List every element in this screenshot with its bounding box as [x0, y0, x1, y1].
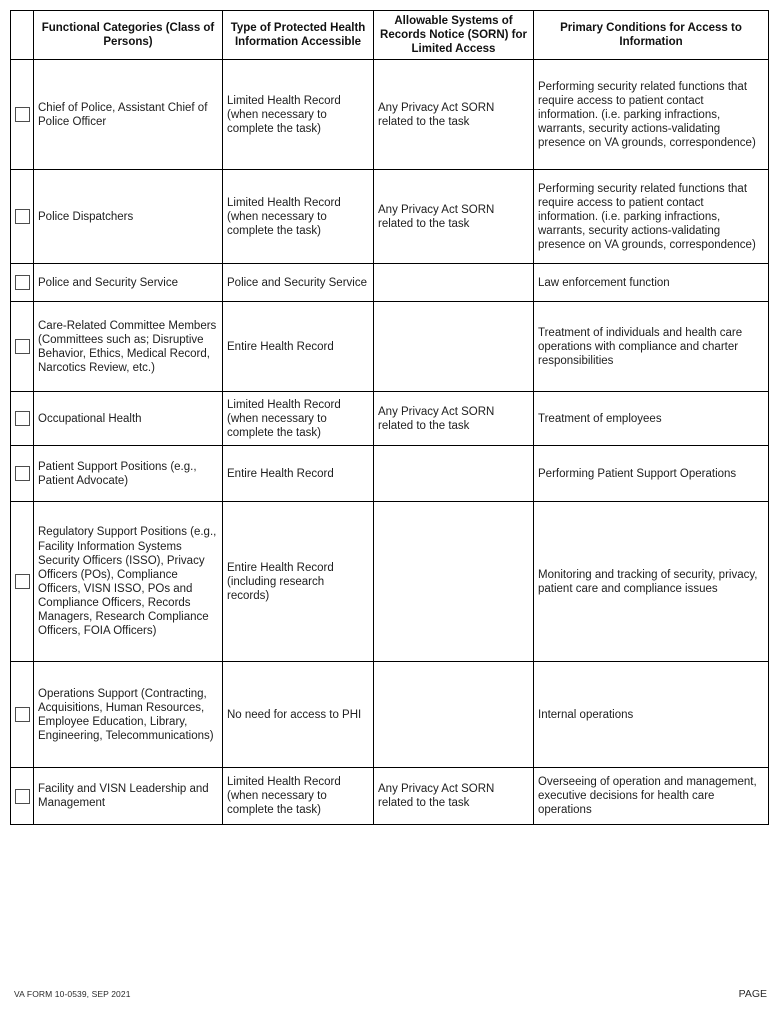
- row-checkbox[interactable]: [15, 788, 30, 804]
- phi-type-cell: Limited Health Record (when necessary to…: [222, 391, 374, 447]
- category-cell: Care-Related Committee Members (Committe…: [33, 301, 223, 393]
- row-checkbox[interactable]: [15, 411, 30, 427]
- row-checkbox[interactable]: [15, 275, 30, 291]
- table-row: Chief of Police, Assistant Chief of Poli…: [10, 59, 769, 171]
- phi-type-cell: No need for access to PHI: [222, 661, 374, 769]
- conditions-cell: Overseeing of operation and management, …: [533, 767, 769, 826]
- table-row: Care-Related Committee Members (Committe…: [10, 301, 769, 393]
- table-row: Operations Support (Contracting, Acquisi…: [10, 661, 769, 769]
- sorn-cell: Any Privacy Act SORN related to the task: [373, 767, 534, 826]
- sorn-cell: [373, 301, 534, 393]
- phi-type-cell: Police and Security Service: [222, 263, 374, 303]
- table-row: Occupational Health Limited Health Recor…: [10, 391, 769, 447]
- row-checkbox[interactable]: [15, 339, 30, 355]
- table-row: Police Dispatchers Limited Health Record…: [10, 169, 769, 265]
- table-row: Regulatory Support Positions (e.g., Faci…: [10, 501, 769, 663]
- conditions-cell: Performing Patient Support Operations: [533, 445, 769, 503]
- category-cell: Chief of Police, Assistant Chief of Poli…: [33, 59, 223, 171]
- category-cell: Regulatory Support Positions (e.g., Faci…: [33, 501, 223, 663]
- sorn-cell: [373, 445, 534, 503]
- table-row: Police and Security Service Police and S…: [10, 263, 769, 303]
- conditions-cell: Treatment of individuals and health care…: [533, 301, 769, 393]
- page-footer: VA FORM 10-0539, SEP 2021 PAGE: [14, 988, 767, 1000]
- header-primary-conditions: Primary Conditions for Access to Informa…: [533, 9, 769, 61]
- conditions-cell: Performing security related functions th…: [533, 169, 769, 265]
- conditions-cell: Treatment of employees: [533, 391, 769, 447]
- header-sorn: Allowable Systems of Records Notice (SOR…: [373, 9, 534, 61]
- category-cell: Facility and VISN Leadership and Managem…: [33, 767, 223, 826]
- checkbox-column-header: [10, 9, 34, 61]
- row-checkbox[interactable]: [15, 707, 30, 723]
- category-cell: Police Dispatchers: [33, 169, 223, 265]
- sorn-cell: [373, 501, 534, 663]
- conditions-cell: Monitoring and tracking of security, pri…: [533, 501, 769, 663]
- header-phi-type: Type of Protected Health Information Acc…: [222, 9, 374, 61]
- header-row: Functional Categories (Class of Persons)…: [10, 9, 769, 61]
- conditions-cell: Law enforcement function: [533, 263, 769, 303]
- form-number: VA FORM 10-0539, SEP 2021: [14, 989, 131, 999]
- sorn-cell: Any Privacy Act SORN related to the task: [373, 391, 534, 447]
- phi-type-cell: Entire Health Record: [222, 301, 374, 393]
- category-cell: Occupational Health: [33, 391, 223, 447]
- category-cell: Patient Support Positions (e.g., Patient…: [33, 445, 223, 503]
- row-checkbox[interactable]: [15, 209, 30, 225]
- row-checkbox[interactable]: [15, 574, 30, 590]
- phi-type-cell: Limited Health Record (when necessary to…: [222, 169, 374, 265]
- category-cell: Operations Support (Contracting, Acquisi…: [33, 661, 223, 769]
- access-categories-table: Functional Categories (Class of Persons)…: [10, 9, 769, 826]
- conditions-cell: Performing security related functions th…: [533, 59, 769, 171]
- category-cell: Police and Security Service: [33, 263, 223, 303]
- phi-type-cell: Entire Health Record (including research…: [222, 501, 374, 663]
- header-functional-categories: Functional Categories (Class of Persons): [33, 9, 223, 61]
- page-label: PAGE: [738, 988, 767, 1000]
- phi-type-cell: Entire Health Record: [222, 445, 374, 503]
- sorn-cell: Any Privacy Act SORN related to the task: [373, 169, 534, 265]
- sorn-cell: [373, 263, 534, 303]
- phi-type-cell: Limited Health Record (when necessary to…: [222, 59, 374, 171]
- row-checkbox[interactable]: [15, 466, 30, 482]
- sorn-cell: [373, 661, 534, 769]
- sorn-cell: Any Privacy Act SORN related to the task: [373, 59, 534, 171]
- table-row: Patient Support Positions (e.g., Patient…: [10, 445, 769, 503]
- row-checkbox[interactable]: [15, 107, 30, 123]
- phi-type-cell: Limited Health Record (when necessary to…: [222, 767, 374, 826]
- table-row: Facility and VISN Leadership and Managem…: [10, 767, 769, 826]
- conditions-cell: Internal operations: [533, 661, 769, 769]
